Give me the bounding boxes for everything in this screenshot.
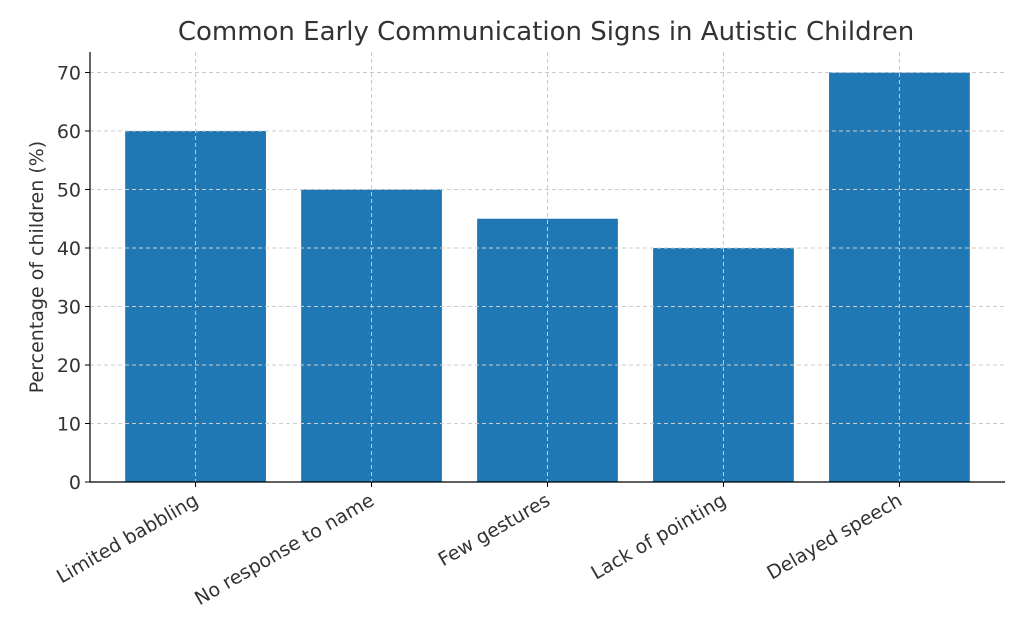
y-tick-label: 20 — [57, 355, 81, 377]
x-tick-label: Few gestures — [435, 489, 554, 571]
y-ticks: 0 10 20 30 40 50 60 70 — [57, 62, 90, 494]
y-tick-label: 10 — [57, 413, 81, 435]
chart-title: Common Early Communication Signs in Auti… — [178, 17, 914, 47]
bars — [90, 52, 1005, 483]
x-tick-label: No response to name — [191, 489, 378, 610]
y-tick-label: 60 — [57, 121, 81, 143]
x-tick-label: Delayed speech — [763, 489, 906, 584]
y-tick-label: 50 — [57, 179, 81, 201]
y-tick-label: 0 — [69, 472, 81, 494]
y-axis-label: Percentage of children (%) — [26, 141, 48, 393]
x-tick-label: Lack of pointing — [587, 489, 730, 584]
y-tick-label: 70 — [57, 62, 81, 84]
y-tick-label: 30 — [57, 296, 81, 318]
y-tick-label: 40 — [57, 238, 81, 260]
x-tick-label: Limited babbling — [53, 489, 202, 588]
